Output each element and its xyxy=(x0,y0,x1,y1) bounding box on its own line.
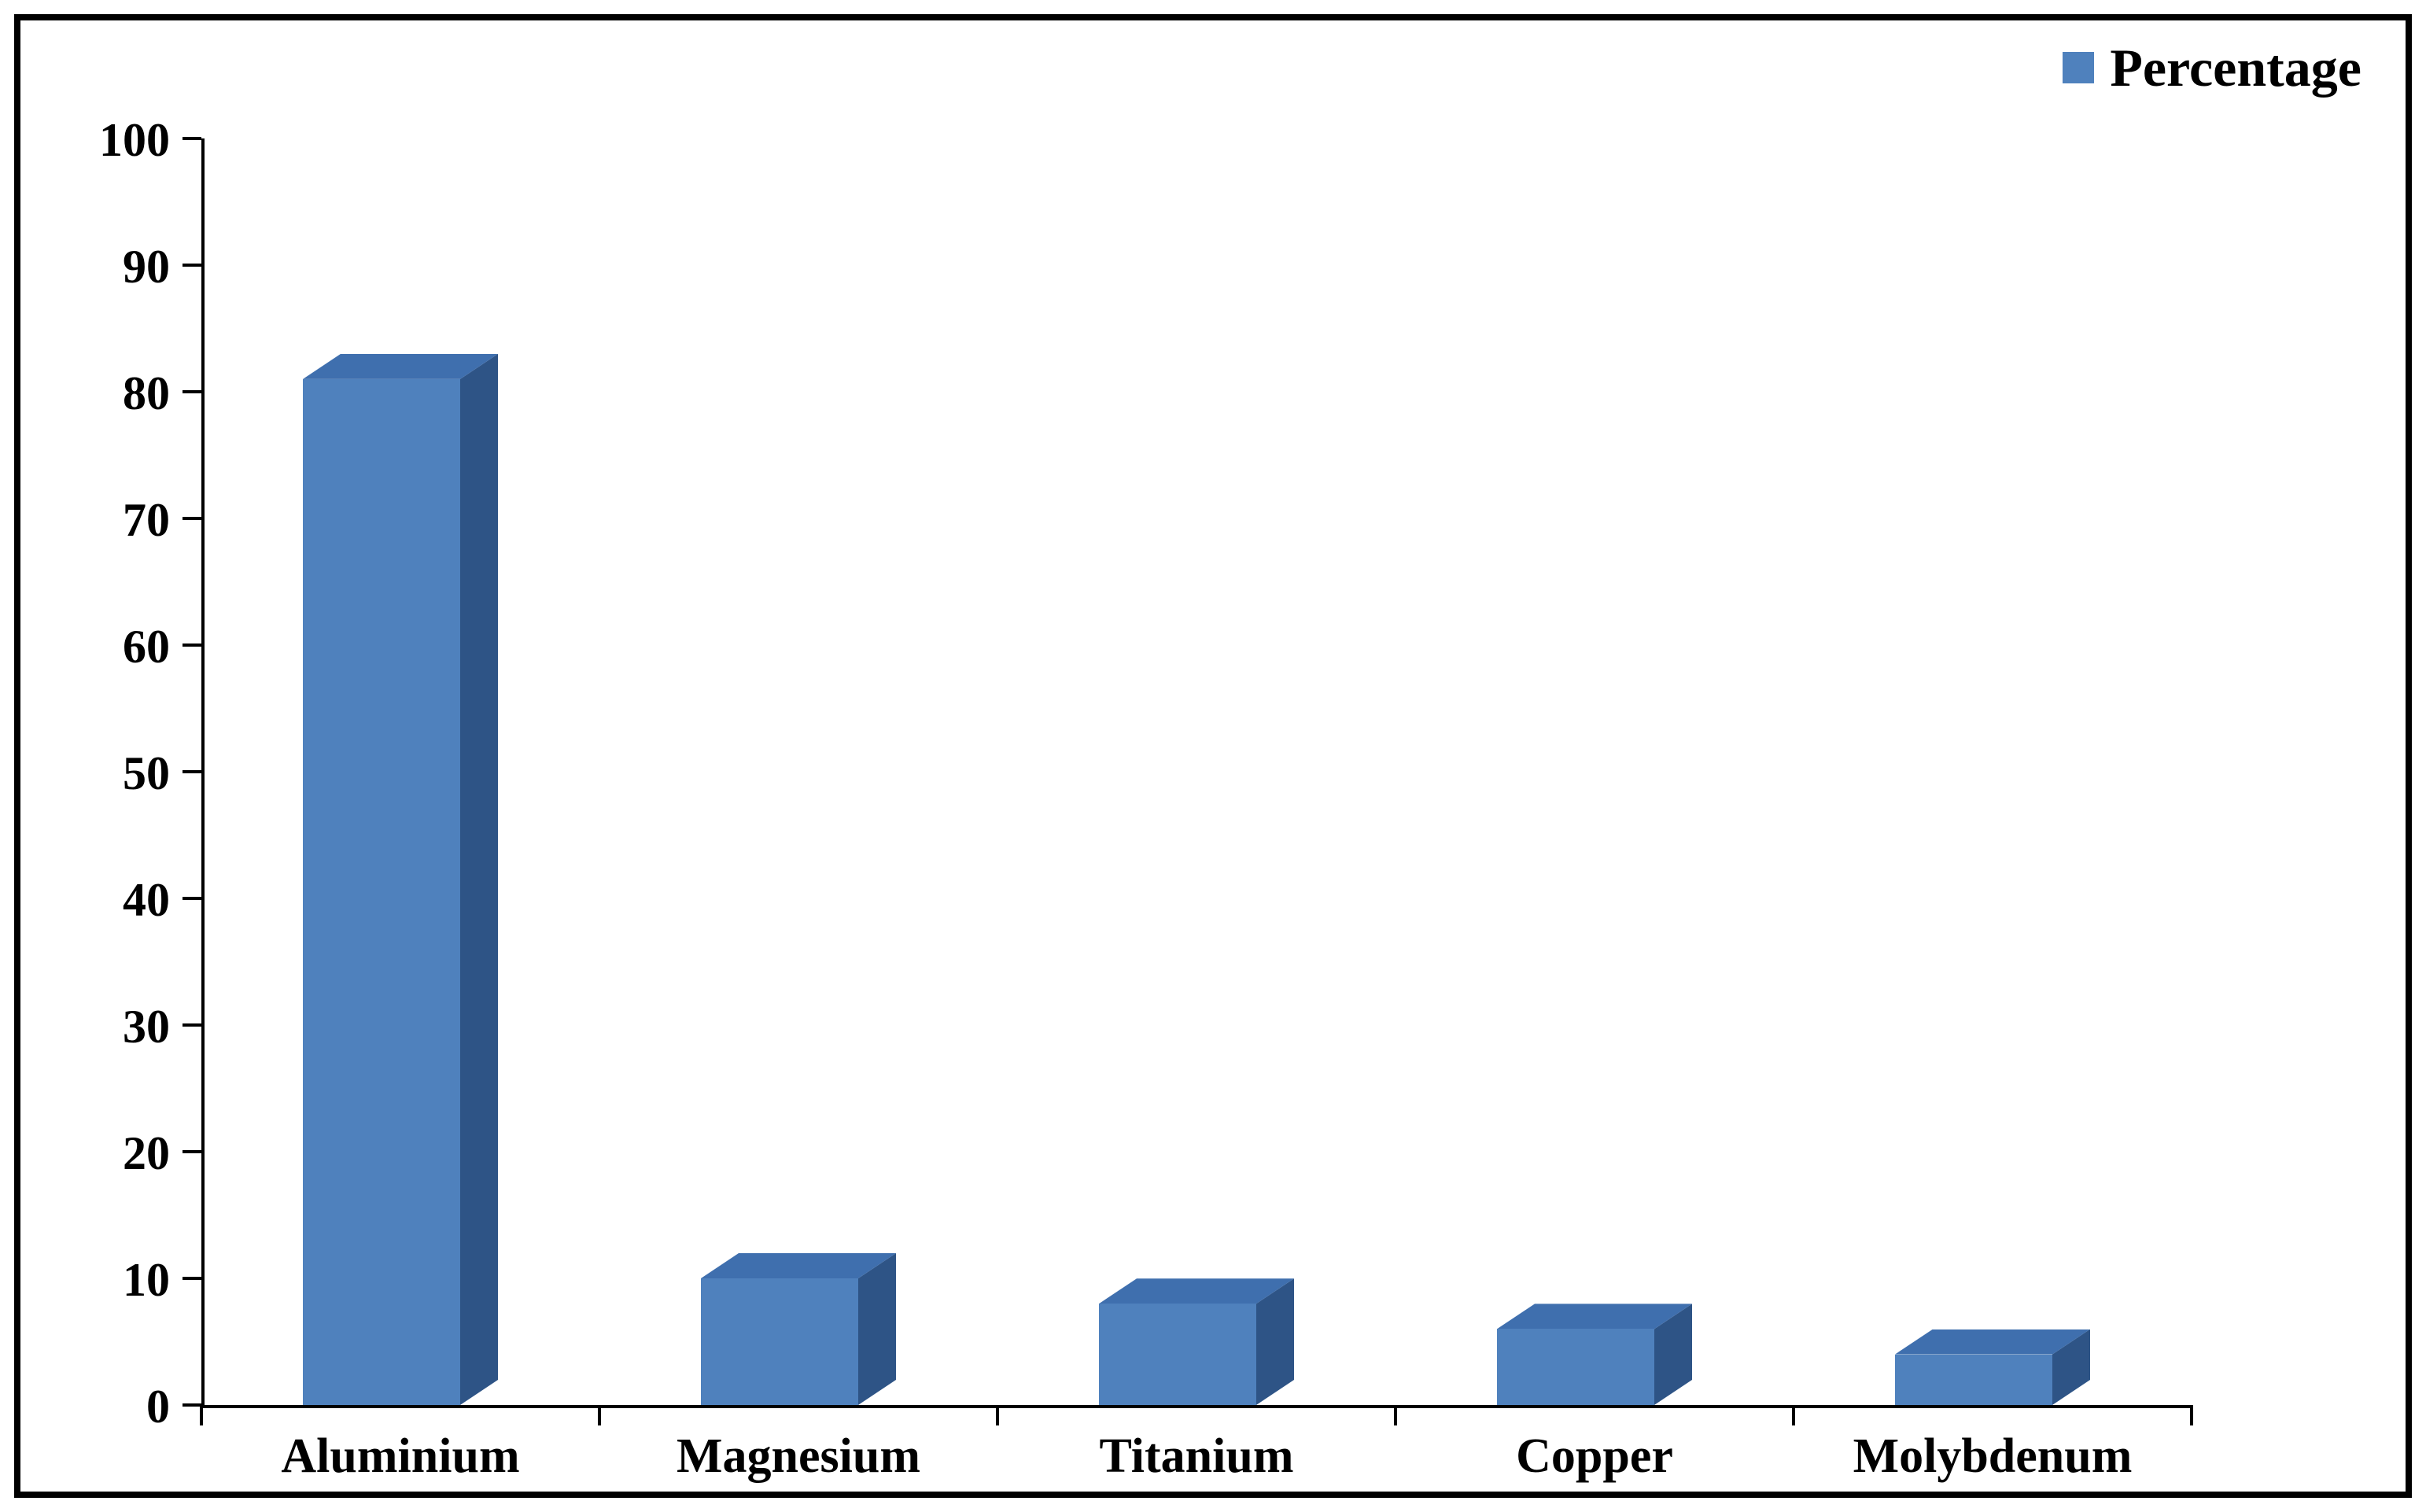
y-tick-label: 80 xyxy=(123,367,170,419)
bar-side-Titanium xyxy=(1256,1278,1294,1405)
bar-top-Magnesium xyxy=(701,1253,896,1278)
plot-area: 0 10 20 30 40 50 60 70 80 90 100 Aluminium Magnesium… xyxy=(20,20,2406,1492)
bar-chart: Percentage 0 10 20 30 40 50 60 70 80 90 100 Alumini… xyxy=(14,14,2412,1498)
y-tick-label: 90 xyxy=(123,241,170,293)
y-tick-label: 50 xyxy=(123,747,170,799)
y-tick-mark xyxy=(183,1150,201,1153)
x-tick-mark xyxy=(1792,1405,1795,1425)
bar-top-Aluminium xyxy=(303,353,498,379)
y-tick-label: 60 xyxy=(123,621,170,673)
y-tick-label: 100 xyxy=(99,114,170,166)
x-category-label: Magnesium xyxy=(677,1429,920,1483)
y-tick-mark xyxy=(183,1277,201,1280)
x-category-label: Titanium xyxy=(1099,1429,1294,1483)
y-tick-mark xyxy=(183,264,201,267)
y-tick-mark xyxy=(183,1403,201,1407)
bar-front-Titanium xyxy=(1099,1304,1256,1405)
x-tick-mark xyxy=(598,1405,601,1425)
legend-swatch-icon xyxy=(2063,52,2095,83)
y-axis-line xyxy=(201,138,205,1408)
x-category-label: Copper xyxy=(1516,1429,1673,1483)
y-tick-mark xyxy=(183,517,201,520)
x-tick-mark xyxy=(1394,1405,1397,1425)
y-tick-label: 70 xyxy=(123,494,170,546)
x-tick-mark xyxy=(996,1405,999,1425)
y-tick-label: 20 xyxy=(123,1127,170,1179)
bar-front-Molybdenum xyxy=(1895,1354,2052,1405)
legend-label: Percentage xyxy=(2110,38,2361,98)
bar-front-Copper xyxy=(1497,1329,1654,1405)
y-tick-mark xyxy=(183,1023,201,1027)
bar-side-Aluminium xyxy=(460,353,498,1405)
x-tick-mark xyxy=(200,1405,203,1425)
legend: Percentage xyxy=(2063,41,2361,94)
bar-side-Magnesium xyxy=(858,1253,896,1405)
bar-front-Magnesium xyxy=(701,1278,858,1405)
y-tick-label: 40 xyxy=(123,874,170,926)
y-tick-label: 10 xyxy=(123,1254,170,1306)
y-tick-mark xyxy=(183,137,201,140)
y-tick-mark xyxy=(183,897,201,900)
bar-front-Aluminium xyxy=(303,378,460,1405)
bar-top-Titanium xyxy=(1099,1278,1294,1304)
y-tick-mark xyxy=(183,770,201,773)
x-category-label: Aluminium xyxy=(281,1429,520,1483)
y-tick-mark xyxy=(183,644,201,647)
y-tick-label: 0 xyxy=(146,1381,170,1433)
bar-top-Copper xyxy=(1497,1304,1692,1329)
y-tick-label: 30 xyxy=(123,1001,170,1053)
x-category-label: Molybdenum xyxy=(1853,1429,2133,1483)
bar-top-Molybdenum xyxy=(1895,1329,2090,1355)
x-tick-mark xyxy=(2190,1405,2193,1425)
y-tick-mark xyxy=(183,390,201,393)
x-axis-line xyxy=(201,1405,2192,1408)
